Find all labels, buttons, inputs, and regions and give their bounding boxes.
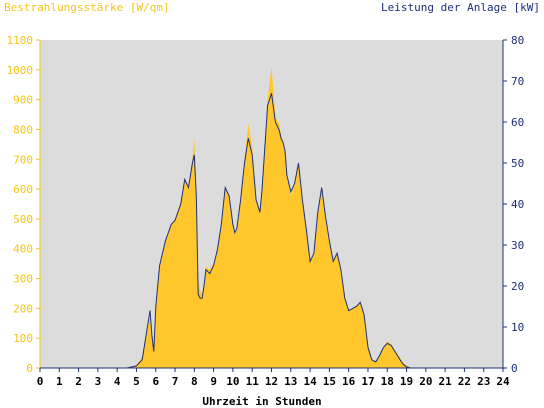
left-tick-label: 500: [13, 213, 33, 226]
x-tick-label: 22: [458, 375, 471, 388]
left-axis-title: Bestrahlungsstärke [W/qm]: [4, 1, 170, 14]
left-tick-label: 800: [13, 123, 33, 136]
x-tick-label: 3: [95, 375, 102, 388]
right-tick-label: 20: [511, 280, 524, 293]
x-axis-ticks: 0 1 2 3 4 5 6 7 8 9 10 11 12 13 14 15 16 17 18 19 20 21 22 23 24: [37, 368, 510, 388]
right-tick-label: 80: [511, 34, 524, 47]
left-tick-label: 0: [26, 362, 33, 375]
left-tick-label: 900: [13, 94, 33, 107]
left-tick-label: 400: [13, 243, 33, 256]
x-tick-label: 7: [172, 375, 179, 388]
right-tick-label: 10: [511, 321, 524, 334]
left-tick-label: 600: [13, 183, 33, 196]
right-tick-label: 0: [511, 362, 518, 375]
x-tick-label: 9: [210, 375, 217, 388]
x-tick-label: 19: [400, 375, 413, 388]
left-axis-ticks: 0 100 200 300 400 500 600 700 800 900 1000 1100: [7, 34, 40, 375]
x-tick-label: 23: [477, 375, 490, 388]
x-tick-label: 5: [133, 375, 140, 388]
x-tick-label: 20: [419, 375, 432, 388]
x-tick-label: 12: [265, 375, 278, 388]
x-tick-label: 15: [323, 375, 336, 388]
x-tick-label: 4: [114, 375, 121, 388]
x-tick-label: 17: [361, 375, 374, 388]
right-axis-ticks: 0 10 20 30 40 50 60 70 80: [503, 34, 524, 375]
right-tick-label: 70: [511, 75, 524, 88]
x-tick-label: 0: [37, 375, 44, 388]
power-line: [40, 93, 503, 369]
x-axis-title: Uhrzeit in Stunden: [202, 395, 321, 408]
x-tick-label: 8: [191, 375, 198, 388]
x-tick-label: 1: [56, 375, 63, 388]
x-tick-label: 10: [226, 375, 239, 388]
right-tick-label: 60: [511, 116, 524, 129]
x-tick-label: 16: [342, 375, 356, 388]
x-tick-label: 21: [439, 375, 453, 388]
x-tick-label: 18: [381, 375, 394, 388]
right-tick-label: 50: [511, 157, 524, 170]
left-tick-label: 300: [13, 273, 33, 286]
irradiance-area: [40, 66, 503, 369]
left-tick-label: 700: [13, 153, 33, 166]
x-tick-label: 14: [303, 375, 317, 388]
left-tick-label: 100: [13, 332, 33, 345]
right-axis-title: Leistung der Anlage [kW]: [381, 1, 540, 14]
x-tick-label: 6: [152, 375, 159, 388]
right-tick-label: 30: [511, 239, 524, 252]
x-tick-label: 13: [284, 375, 297, 388]
left-tick-label: 200: [13, 302, 33, 315]
right-tick-label: 40: [511, 198, 524, 211]
x-tick-label: 11: [246, 375, 260, 388]
left-tick-label: 1100: [7, 34, 34, 47]
left-tick-label: 1000: [7, 64, 34, 77]
x-tick-label: 24: [496, 375, 510, 388]
x-tick-label: 2: [75, 375, 82, 388]
